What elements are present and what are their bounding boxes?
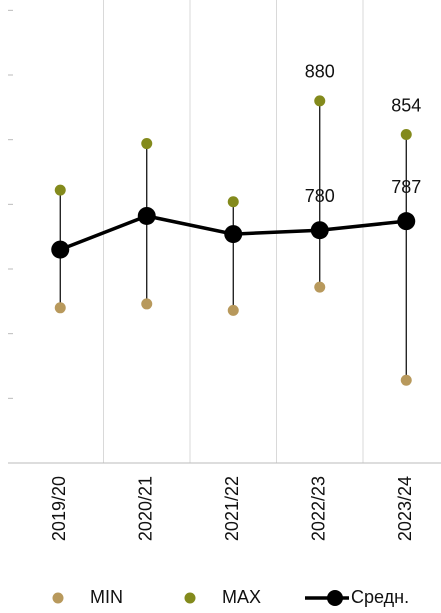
average-point [51,241,69,259]
data-label: 880 [305,62,335,82]
data-label: 854 [391,95,421,115]
range-point [228,196,239,207]
average-point [311,221,329,239]
range-point [314,282,325,293]
range-point [314,95,325,106]
x-tick-label: 2020/21 [136,476,156,541]
average-point [138,207,156,225]
x-tick-label: 2022/23 [309,476,329,541]
legend-label: MIN [90,587,123,607]
x-tick-label: 2019/20 [49,476,69,541]
legend-label: MAX [222,587,261,607]
legend-marker [53,593,64,604]
chart: 2019/20 2020/21 2021/22 2022/23 2023/24 880 85… [0,0,441,613]
data-label: 787 [391,177,421,197]
range-point [401,375,412,386]
range-point [55,302,66,313]
legend-marker [185,593,196,604]
range-point [141,138,152,149]
range-point [228,305,239,316]
legend-marker [327,590,343,606]
data-label: 780 [305,186,335,206]
range-point [401,129,412,140]
range-point [55,185,66,196]
x-tick-label: 2021/22 [222,476,242,541]
average-point [397,212,415,230]
range-point [141,298,152,309]
average-point [224,225,242,243]
x-tick-label: 2023/24 [395,476,415,541]
legend-label: Средн. [351,587,409,607]
